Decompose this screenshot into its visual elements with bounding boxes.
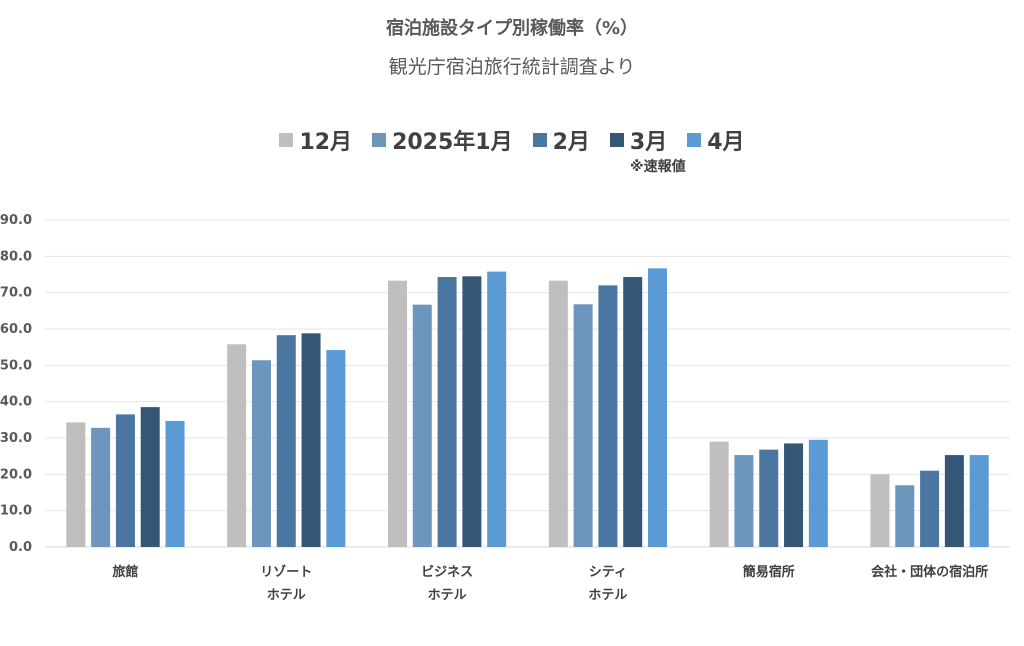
legend-swatch — [279, 133, 294, 147]
category-label: ホテル — [267, 588, 306, 603]
y-tick-label: 50.0 — [0, 358, 32, 373]
category-label: 旅館 — [112, 564, 138, 580]
bar — [115, 414, 135, 547]
bar — [387, 280, 407, 547]
bar — [462, 276, 482, 547]
legend-swatch — [372, 133, 387, 147]
bar — [165, 420, 185, 547]
legend-item: 2025年1月 — [372, 124, 513, 156]
y-tick-label: 80.0 — [0, 249, 32, 264]
legend-label: 2025年1月 — [392, 130, 513, 155]
y-tick-label: 20.0 — [0, 467, 32, 482]
legend-swatch — [532, 133, 547, 147]
bar — [759, 449, 779, 547]
category-label: 会社・団体の宿泊所 — [871, 564, 988, 580]
legend-item: 12月 — [279, 124, 352, 156]
preliminary-note: ※速報値 — [630, 159, 686, 175]
bar — [944, 455, 964, 547]
y-tick-label: 30.0 — [0, 431, 32, 446]
y-tick-label: 40.0 — [0, 395, 32, 410]
legend-label: 12月 — [299, 130, 353, 155]
bar — [920, 470, 940, 547]
bar — [808, 439, 828, 547]
category-label: ホテル — [428, 588, 467, 603]
chart-subtitle: 観光庁宿泊旅行統計調査より — [388, 56, 636, 78]
bar — [276, 335, 296, 547]
chart-title: 宿泊施設タイプ別稼働率（%） — [385, 18, 639, 39]
bar — [437, 277, 457, 547]
bar — [648, 268, 668, 547]
legend-swatch — [687, 133, 702, 147]
bar — [895, 485, 915, 547]
bar — [734, 455, 754, 547]
bar — [598, 285, 618, 547]
bar — [548, 280, 568, 547]
legend-item: 2月 — [532, 124, 590, 156]
legend-label: 4月 — [707, 130, 745, 155]
bar — [784, 443, 804, 547]
bar — [487, 271, 507, 547]
legend: 12月 2025年1月 2月 3月 4月 — [0, 124, 1024, 156]
y-tick-label: 90.0 — [0, 213, 32, 228]
y-tick-label: 10.0 — [0, 504, 32, 519]
category-label: ホテル — [588, 588, 627, 603]
bar — [140, 407, 160, 547]
bar — [326, 350, 346, 547]
bar — [709, 441, 729, 547]
legend-label: 2月 — [552, 130, 590, 155]
category-label: シティ — [589, 565, 627, 580]
legend-swatch — [609, 133, 624, 147]
bar — [573, 304, 593, 547]
bar — [969, 455, 989, 547]
bar — [251, 360, 271, 547]
legend-item: 4月 — [687, 124, 745, 156]
legend-item: 3月 — [609, 124, 668, 156]
category-label: ビジネス — [421, 564, 473, 580]
bar — [623, 277, 643, 547]
y-tick-label: 70.0 — [0, 286, 32, 301]
y-tick-label: 60.0 — [0, 322, 32, 337]
bar — [301, 333, 321, 547]
bar — [66, 422, 86, 547]
bar — [227, 344, 247, 547]
bar — [870, 474, 890, 547]
category-label: 簡易宿所 — [742, 564, 795, 580]
bar — [91, 427, 111, 547]
legend-label: 3月 — [629, 130, 668, 155]
y-tick-label: 0.0 — [9, 540, 32, 555]
bar — [412, 304, 432, 547]
category-label: リゾート — [260, 564, 312, 580]
